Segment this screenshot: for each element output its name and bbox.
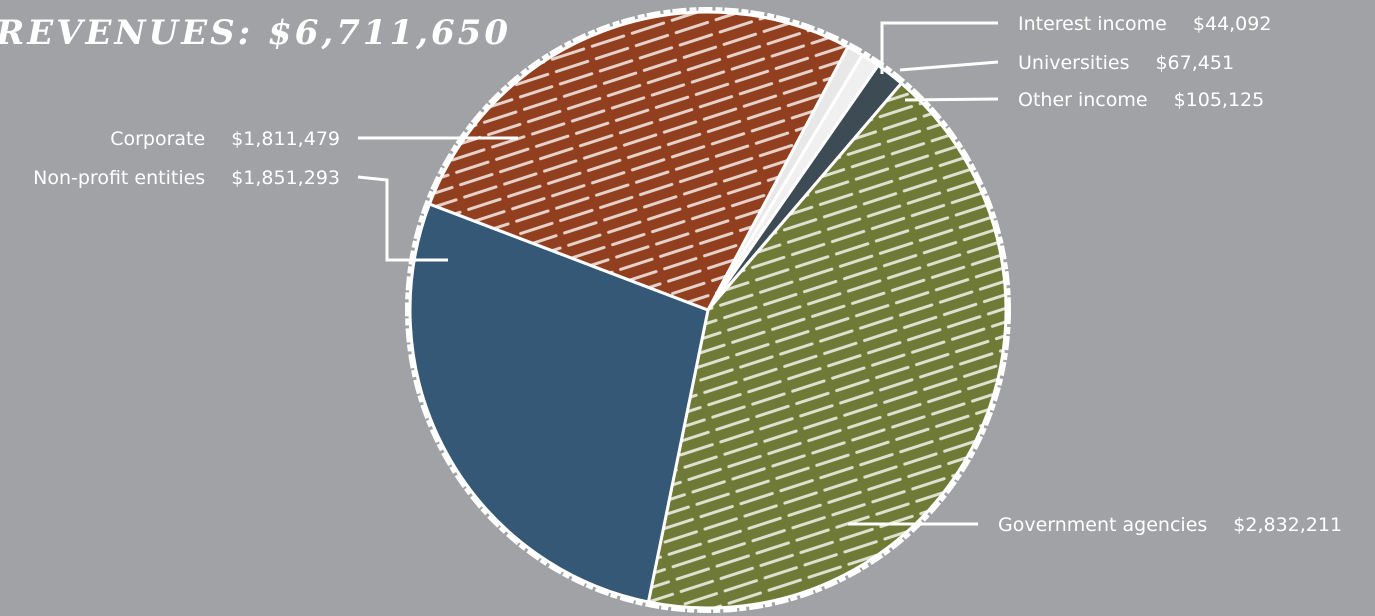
slice-name: Universities	[1018, 52, 1129, 74]
leader-line-universities	[899, 60, 999, 72]
leader-line-other-income	[904, 97, 999, 102]
leader-line-interest-income	[880, 21, 998, 74]
slice-name: Government agencies	[998, 514, 1207, 536]
slice-value: $44,092	[1193, 13, 1272, 35]
slice-label-universities: Universities $67,451	[1018, 52, 1234, 74]
slice-value: $1,851,293	[231, 167, 340, 189]
slice-value: $105,125	[1174, 89, 1265, 111]
slice-label-other-income: Other income $105,125	[1018, 89, 1264, 111]
chart-title: REVENUES: $6,711,650	[0, 13, 511, 53]
slice-label-interest-income: Interest income $44,092	[1018, 13, 1271, 35]
slice-label-non-profit-entities: Non-profit entities $1,851,293	[33, 167, 340, 189]
leader-line-non-profit-entities	[357, 175, 448, 262]
slice-name: Interest income	[1018, 13, 1167, 35]
slice-value: $2,832,211	[1233, 514, 1342, 536]
slice-value: $67,451	[1155, 52, 1234, 74]
pie-slice-texture-corporate	[429, 12, 848, 311]
slice-name: Non-profit entities	[33, 167, 205, 189]
slice-name: Other income	[1018, 89, 1148, 111]
slice-label-corporate: Corporate $1,811,479	[110, 128, 340, 150]
slice-name: Corporate	[110, 128, 205, 150]
pie-chalk-outline	[405, 7, 1011, 613]
slice-label-government-agencies: Government agencies $2,832,211	[998, 514, 1342, 536]
slice-value: $1,811,479	[231, 128, 340, 150]
pie-slice-texture-government-agencies	[648, 83, 1007, 609]
